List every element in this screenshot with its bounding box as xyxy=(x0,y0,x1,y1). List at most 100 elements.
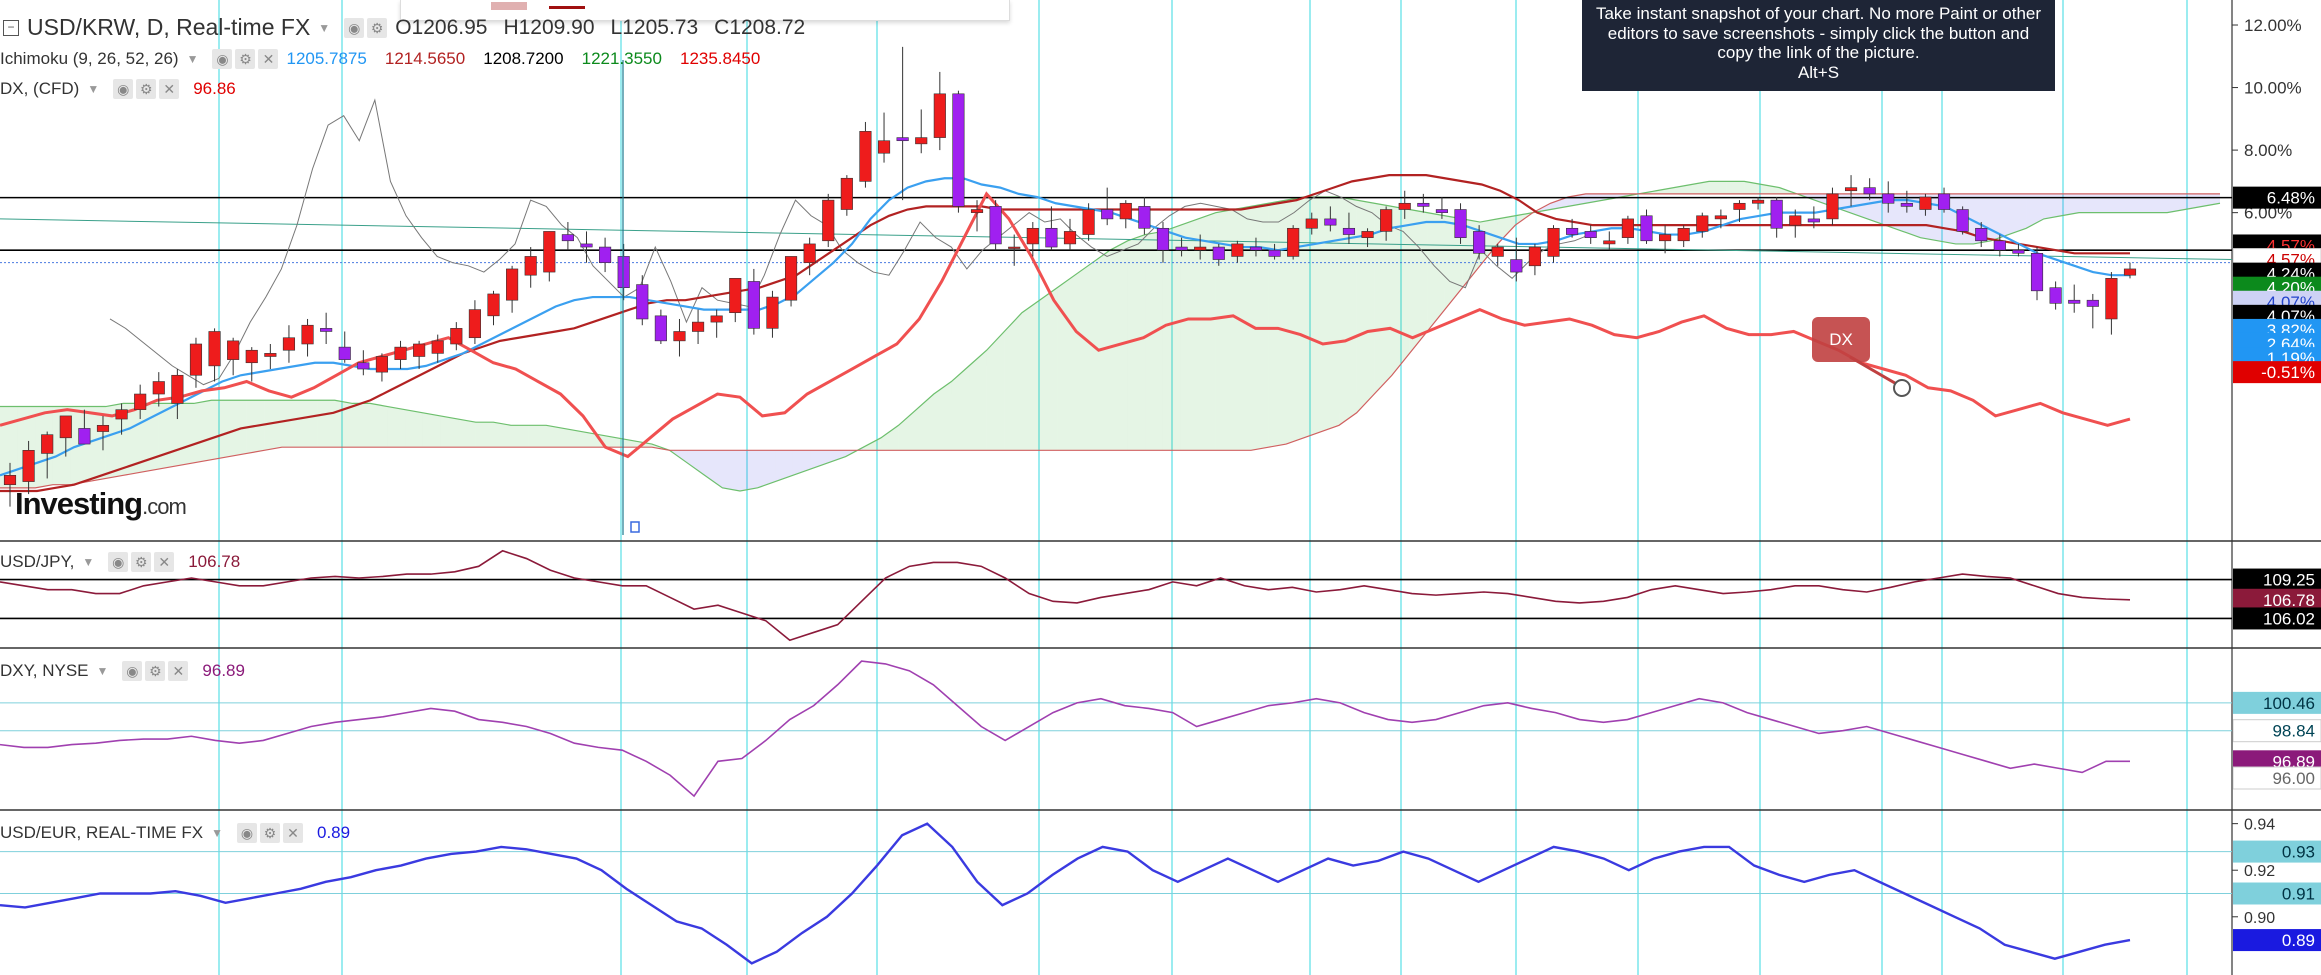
tooltip-line: Take instant snapshot of your chart. No … xyxy=(1595,4,2042,23)
close-icon[interactable]: ✕ xyxy=(258,49,279,69)
dxy-title[interactable]: DXY, NYSE xyxy=(0,661,89,680)
dx-legend: DX, (CFD) ▼ ◉ ⚙ ✕ 96.86 xyxy=(0,79,236,99)
price-label-box xyxy=(2233,929,2321,952)
candle-body xyxy=(357,362,370,370)
drawing-toolbar[interactable] xyxy=(400,0,1010,21)
series-line xyxy=(0,549,2131,642)
eye-icon[interactable]: ◉ xyxy=(108,552,129,572)
y-tick-label: 0.92 xyxy=(2244,863,2275,880)
ichimoku-cloud-segment xyxy=(792,450,811,476)
candle-body xyxy=(1937,193,1951,210)
gear-icon[interactable]: ⚙ xyxy=(136,79,157,99)
logo-domain: .com xyxy=(142,494,187,519)
candle-body xyxy=(1584,231,1597,238)
candle-body xyxy=(208,331,221,367)
candle-body xyxy=(1491,246,1504,257)
ohlc-low: 1205.73 xyxy=(622,15,699,39)
eye-icon[interactable]: ◉ xyxy=(113,79,134,99)
gear-icon[interactable]: ⚙ xyxy=(235,49,256,69)
eye-icon[interactable]: ◉ xyxy=(344,17,365,38)
color-swatch-1[interactable] xyxy=(491,2,527,10)
candle-body xyxy=(654,315,667,342)
close-icon[interactable]: ✕ xyxy=(282,823,303,843)
price-label: 0.89 xyxy=(2282,931,2315,950)
candle-body xyxy=(766,296,779,329)
ichimoku-cloud-segment xyxy=(299,400,318,448)
candle-body xyxy=(692,321,705,332)
logo-name: Investing xyxy=(15,486,143,521)
ichimoku-cloud-segment xyxy=(334,400,353,448)
candle-body xyxy=(487,293,500,317)
gear-icon[interactable]: ⚙ xyxy=(131,552,152,572)
eye-icon[interactable]: ◉ xyxy=(122,661,143,681)
usdjpy-value: 106.78 xyxy=(188,552,241,571)
chevron-down-icon[interactable]: ▼ xyxy=(96,664,109,678)
gear-icon[interactable]: ⚙ xyxy=(259,823,280,843)
chevron-down-icon[interactable]: ▼ xyxy=(211,826,223,840)
price-label: 106.02 xyxy=(2263,609,2315,628)
ohlc-open: 1206.95 xyxy=(411,15,488,39)
color-swatch-2[interactable] xyxy=(549,6,585,9)
chevron-down-icon[interactable]: ▼ xyxy=(87,82,100,96)
candle-body xyxy=(1677,227,1690,242)
ichimoku-cloud-segment xyxy=(264,400,282,451)
price-label-box xyxy=(2233,882,2321,905)
candle-body xyxy=(1231,243,1244,257)
candle-body xyxy=(1454,209,1467,238)
candle-body xyxy=(1473,231,1486,254)
eye-icon[interactable]: ◉ xyxy=(212,49,233,69)
ichimoku-cloud-segment xyxy=(969,350,987,451)
ichimoku-cloud-segment xyxy=(828,450,846,463)
ichimoku-cloud-segment xyxy=(2061,193,2080,216)
ichimoku-cloud-segment xyxy=(510,425,529,448)
chevron-down-icon[interactable]: ▼ xyxy=(318,20,331,35)
ichimoku-cloud-segment xyxy=(1198,212,1216,451)
gear-icon[interactable]: ⚙ xyxy=(367,17,388,38)
dx-title[interactable]: DX, (CFD) xyxy=(0,79,80,98)
close-icon[interactable]: ✕ xyxy=(168,661,189,681)
usdjpy-title[interactable]: USD/JPY, xyxy=(0,552,75,571)
ichimoku-value-4: 1221.3550 xyxy=(581,49,662,68)
ichimoku-cloud-segment xyxy=(1039,287,1058,451)
chevron-down-icon[interactable]: ▼ xyxy=(186,52,199,66)
usdeur-title[interactable]: USD/EUR, REAL-TIME FX xyxy=(0,823,204,842)
close-icon[interactable]: ✕ xyxy=(154,552,175,572)
candle-body xyxy=(1008,246,1021,249)
candle-body xyxy=(1528,246,1541,267)
candle-body xyxy=(301,324,314,345)
ichimoku-title[interactable]: Ichimoku (9, 26, 52, 26) xyxy=(0,49,179,68)
ichimoku-cloud-segment xyxy=(775,450,793,482)
close-icon[interactable]: ✕ xyxy=(159,79,180,99)
price-label: 0.91 xyxy=(2282,885,2315,904)
candle-body xyxy=(543,231,556,273)
chevron-down-icon[interactable]: ▼ xyxy=(82,555,95,569)
candle-body xyxy=(952,93,965,207)
candle-body xyxy=(1175,246,1188,251)
dx-callout-box xyxy=(1812,317,1870,362)
candle-body xyxy=(1138,206,1151,229)
dxy-value: 96.89 xyxy=(202,661,245,680)
candle-body xyxy=(896,137,909,142)
ichimoku-cloud-segment xyxy=(493,422,511,448)
price-label: 96.00 xyxy=(2272,769,2315,788)
candle-body xyxy=(822,199,835,242)
tooltip-shortcut: Alt+S xyxy=(1797,62,1840,82)
collapse-icon[interactable]: − xyxy=(3,19,19,36)
main-series-title[interactable]: USD/KRW, D, Real-time FX xyxy=(27,14,311,40)
y-tick-label: 12.00% xyxy=(2244,16,2302,35)
ichimoku-cloud-segment xyxy=(1162,225,1181,451)
ichimoku-cloud-segment xyxy=(1057,275,1075,451)
candle-body xyxy=(1119,202,1132,220)
price-label: 6.48% xyxy=(2267,189,2315,208)
gear-icon[interactable]: ⚙ xyxy=(145,661,166,681)
eye-icon[interactable]: ◉ xyxy=(236,823,257,843)
series-line xyxy=(0,660,2130,798)
candle-body xyxy=(22,450,35,482)
ichimoku-cloud-segment xyxy=(2167,193,2185,213)
crosshair-marker xyxy=(630,521,640,533)
dx-callout-pointer xyxy=(1849,355,1901,388)
candle-body xyxy=(1807,218,1820,223)
ichimoku-cloud-segment xyxy=(1321,197,1340,432)
candle-body xyxy=(1305,218,1318,229)
